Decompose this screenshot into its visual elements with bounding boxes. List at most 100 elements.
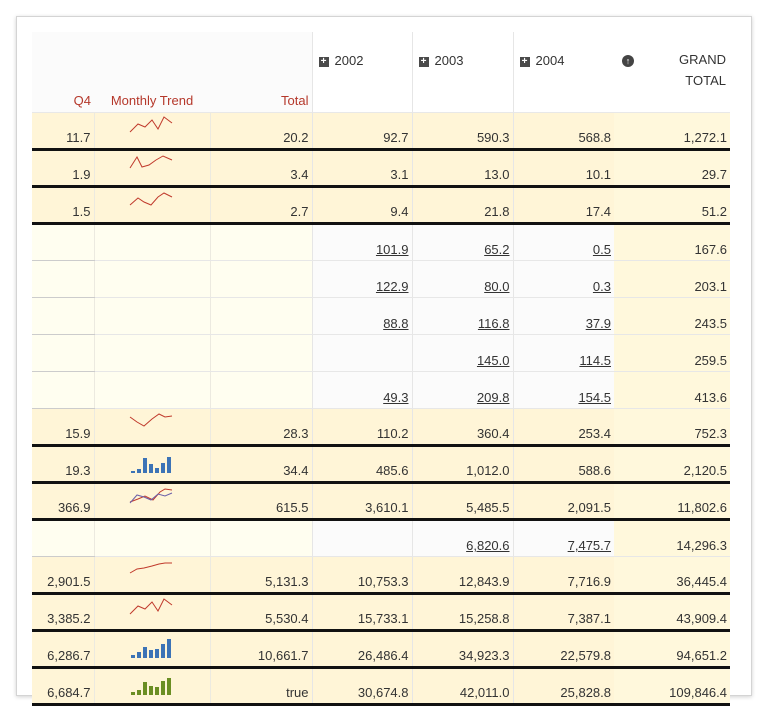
sparkline-series [129, 562, 172, 574]
expand-2004-icon[interactable]: + [519, 57, 530, 67]
cell-2002-value: 26,486.4 [357, 648, 409, 663]
cell-2003[interactable]: 145.0 [411, 334, 513, 372]
table-row: 122.9 80.0 0.3 203.1 [32, 260, 730, 298]
cell-2002[interactable]: 101.9 [311, 223, 412, 261]
cell-2002: 92.7 [311, 112, 412, 151]
cell-total: 10,661.7 [210, 630, 312, 669]
sparkline-chart [129, 487, 173, 503]
cell-2003-value[interactable]: 145.0 [476, 353, 510, 368]
grand-total-row: 1.9 3.4 3.1 13.0 10.1 29.7 [32, 149, 730, 188]
cell-2002-value: 30,674.8 [357, 685, 409, 700]
sparkline-series [129, 487, 173, 502]
cell-total: 5,131.3 [210, 556, 312, 595]
cell-2004[interactable]: 114.5 [512, 334, 614, 372]
cell-2003[interactable]: 6,820.6 [411, 519, 513, 557]
cell-2003-value[interactable]: 65.2 [484, 242, 510, 257]
cell-2004: 10.1 [512, 149, 614, 188]
cell-2004-value[interactable]: 7,475.7 [567, 538, 611, 553]
cell-monthly-trend [93, 223, 211, 261]
cell-grand-total-value: 259.5 [694, 353, 727, 368]
cell-2003-value: 13.0 [484, 167, 510, 182]
cell-2002-value[interactable]: 101.9 [375, 242, 409, 257]
spark-bar-chart [131, 638, 171, 658]
grand-total-row: 6,286.7 10,661.7 26,486.4 34,923.3 22,579.8 9… [32, 630, 730, 669]
table-row: 88.8 116.8 37.9 243.5 [32, 297, 730, 335]
cell-2004[interactable]: 37.9 [512, 297, 614, 335]
cell-2003: 42,011.0 [411, 667, 513, 706]
cell-q4: 1.9 [32, 149, 94, 188]
cell-q4-value: 1.9 [72, 167, 91, 182]
cell-grand-total: 11,802.6 [614, 482, 730, 521]
sparkline-chart [129, 191, 173, 206]
cell-2004-value: 568.8 [578, 130, 611, 145]
header-q4[interactable]: Q4 [32, 32, 94, 113]
expand-2002-icon[interactable]: + [318, 57, 329, 67]
cell-monthly-trend [93, 445, 211, 484]
cell-2003[interactable]: 80.0 [411, 260, 513, 298]
header-total[interactable]: Total [210, 32, 312, 113]
cell-grand-total-value: 413.6 [694, 390, 727, 405]
cell-q4 [32, 371, 94, 409]
header-2003[interactable]: +2003 [411, 32, 513, 113]
spark-bar [161, 462, 165, 473]
cell-total: 20.2 [210, 112, 312, 151]
table-row: 6,820.6 7,475.7 14,296.3 [32, 519, 730, 557]
cell-total: 615.5 [210, 482, 312, 521]
cell-2004[interactable]: 0.3 [512, 260, 614, 298]
cell-2004-value[interactable]: 37.9 [585, 316, 611, 331]
cell-2002-value[interactable]: 88.8 [383, 316, 409, 331]
cell-q4 [32, 519, 94, 557]
cell-2004-value[interactable]: 0.3 [592, 279, 611, 294]
cell-2002[interactable]: 49.3 [311, 371, 412, 409]
cell-2002-value[interactable]: 122.9 [375, 279, 409, 294]
cell-q4: 2,901.5 [32, 556, 94, 595]
header-grand-total[interactable]: ↑ GRAND TOTAL [614, 32, 730, 113]
cell-2003-value[interactable]: 209.8 [476, 390, 510, 405]
cell-monthly-trend [93, 371, 211, 409]
cell-2003-value: 15,258.8 [458, 611, 510, 626]
cell-2004[interactable]: 154.5 [512, 371, 614, 409]
cell-2004-value[interactable]: 154.5 [578, 390, 611, 405]
cell-grand-total: 36,445.4 [614, 556, 730, 595]
expand-2003-icon[interactable]: + [418, 57, 429, 67]
cell-q4: 11.7 [32, 112, 94, 151]
sparkline-chart [129, 413, 173, 427]
cell-2002[interactable]: 122.9 [311, 260, 412, 298]
cell-2003-value: 42,011.0 [459, 685, 510, 700]
cell-2004-value: 25,828.8 [560, 685, 611, 700]
cell-2003[interactable]: 65.2 [411, 223, 513, 261]
cell-2002-value: 110.2 [376, 426, 409, 441]
sort-ascending-icon[interactable]: ↑ [622, 55, 634, 67]
header-2002-label: 2002 [334, 53, 364, 68]
cell-2003: 21.8 [411, 186, 513, 225]
cell-2004[interactable]: 7,475.7 [512, 519, 614, 557]
cell-2004-value[interactable]: 0.5 [592, 242, 611, 257]
cell-2003[interactable]: 116.8 [411, 297, 513, 335]
cell-q4: 3,385.2 [32, 593, 94, 632]
cell-total-value: 5,530.4 [265, 611, 309, 626]
cell-2004[interactable]: 0.5 [512, 223, 614, 261]
cell-2003[interactable]: 209.8 [411, 371, 513, 409]
cell-2002: 3,610.1 [311, 482, 412, 521]
header-2004[interactable]: +2004 [512, 32, 614, 113]
grand-total-row: 2,901.5 5,131.3 10,753.3 12,843.9 7,716.9 36,… [32, 556, 730, 595]
cell-2003-value[interactable]: 116.8 [477, 316, 510, 331]
cell-2002[interactable]: 88.8 [311, 297, 412, 335]
grand-total-row: 15.9 28.3 110.2 360.4 253.4 752.3 [32, 408, 730, 447]
spark-bar [167, 456, 171, 473]
header-2002[interactable]: +2002 [311, 32, 412, 113]
cell-2004: 25,828.8 [512, 667, 614, 706]
cell-total-value: 2.7 [290, 204, 309, 219]
header-monthly-trend[interactable]: Monthly Trend [94, 32, 210, 113]
cell-2004: 7,716.9 [512, 556, 614, 595]
cell-2003-value[interactable]: 80.0 [484, 279, 510, 294]
sparkline-chart [129, 597, 173, 614]
cell-2002-value[interactable]: 49.3 [383, 390, 409, 405]
cell-q4-value: 19.3 [65, 463, 91, 478]
cell-2004: 22,579.8 [512, 630, 614, 669]
cell-2004-value[interactable]: 114.5 [579, 353, 611, 368]
cell-total: 34.4 [210, 445, 312, 484]
cell-2002 [311, 334, 412, 372]
cell-2003-value[interactable]: 6,820.6 [466, 538, 510, 553]
cell-q4-value: 3,385.2 [47, 611, 91, 626]
